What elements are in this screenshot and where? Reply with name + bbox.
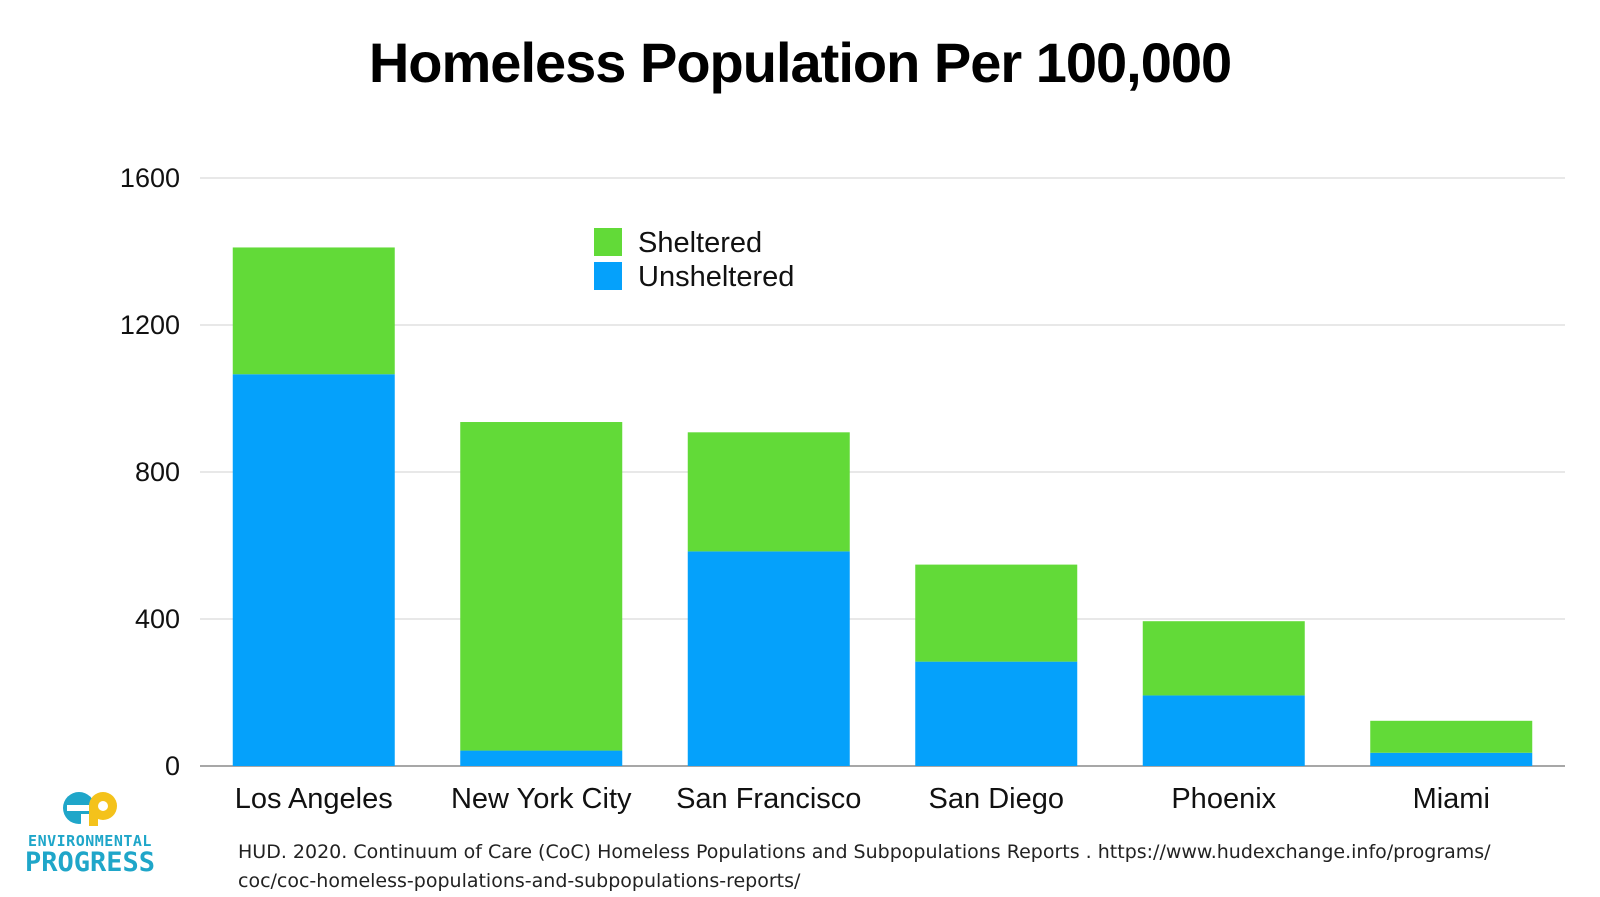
x-tick-label: San Diego [929,783,1064,815]
bars [232,247,1533,766]
y-axis-ticks: 0 400 800 1200 1600 [120,163,180,781]
source-citation: HUD. 2020. Continuum of Care (CoC) Homel… [238,838,1538,896]
bar-unsheltered [1370,752,1533,766]
x-tick-label: New York City [451,783,632,815]
x-tick-label: San Francisco [676,783,861,815]
bar-unsheltered [1142,695,1305,766]
legend-label-sheltered: Sheltered [638,227,762,259]
chart-title: Homeless Population Per 100,000 [368,31,1232,94]
bar-unsheltered [915,661,1078,766]
bar-sheltered [687,432,850,552]
y-tick-label: 1200 [120,310,180,340]
source-line-1: HUD. 2020. Continuum of Care (CoC) Homel… [238,841,1491,863]
bar-unsheltered [232,374,395,766]
ep-logo-icon [63,792,117,826]
y-tick-label: 400 [135,604,180,634]
x-tick-label: Los Angeles [235,783,393,815]
environmental-progress-logo: ENVIRONMENTAL PROGRESS [20,790,160,890]
legend-swatch-sheltered [594,228,622,256]
logo-text-progress: PROGRESS [24,847,156,878]
x-tick-label: Miami [1413,783,1490,815]
y-tick-label: 1600 [120,163,180,193]
y-tick-label: 0 [165,751,180,781]
bar-chart: 0 400 800 1200 1600 Los Angeles New York City… [120,163,1565,815]
bar-unsheltered [460,750,623,766]
bar-unsheltered [687,551,850,766]
source-line-2: coc/coc-homeless-populations-and-subpopu… [238,870,801,892]
x-axis-ticks: Los Angeles New York City San Francisco San… [235,783,1490,815]
logo-text-environmental: ENVIRONMENTAL [28,832,152,850]
x-tick-label: Phoenix [1171,783,1276,815]
bar-sheltered [1370,720,1533,753]
bar-sheltered [232,247,395,375]
legend-swatch-unsheltered [594,262,622,290]
bar-sheltered [460,422,623,751]
legend-label-unsheltered: Unsheltered [638,261,794,293]
bar-sheltered [915,564,1078,662]
gridlines [200,177,1565,767]
bar-sheltered [1142,621,1305,696]
y-tick-label: 800 [135,457,180,487]
